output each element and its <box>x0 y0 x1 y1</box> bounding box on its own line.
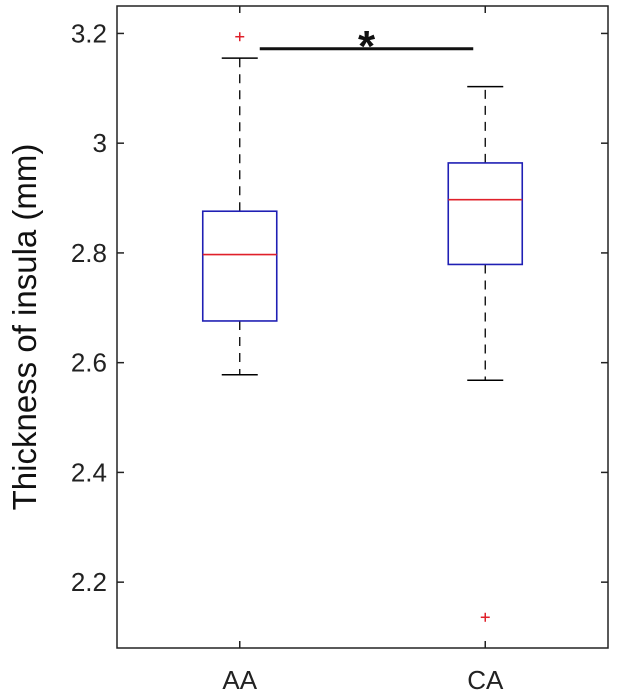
y-tick-label: 3 <box>93 128 107 158</box>
plot-frame <box>116 5 609 649</box>
y-ticks: 2.2 2.4 2.6 2.8 3 3.2 <box>71 18 608 597</box>
y-tick-label: 2.6 <box>71 348 107 378</box>
y-axis-title: Thickness of insula (mm) <box>6 144 43 511</box>
outlier-point <box>480 612 490 622</box>
x-ticks: AA CA <box>222 6 504 695</box>
y-tick-label: 2.2 <box>71 567 107 597</box>
iqr-box <box>447 162 524 266</box>
significance-star: * <box>358 22 376 71</box>
significance-annotation: * <box>259 22 474 71</box>
boxes <box>201 32 524 622</box>
iqr-box <box>201 210 278 322</box>
y-tick-label: 2.8 <box>71 238 107 268</box>
x-tick-label: AA <box>222 665 257 695</box>
y-tick-label: 2.4 <box>71 457 107 487</box>
outlier-point <box>235 32 245 42</box>
x-tick-label: CA <box>467 665 504 695</box>
y-tick-label: 3.2 <box>71 18 107 48</box>
